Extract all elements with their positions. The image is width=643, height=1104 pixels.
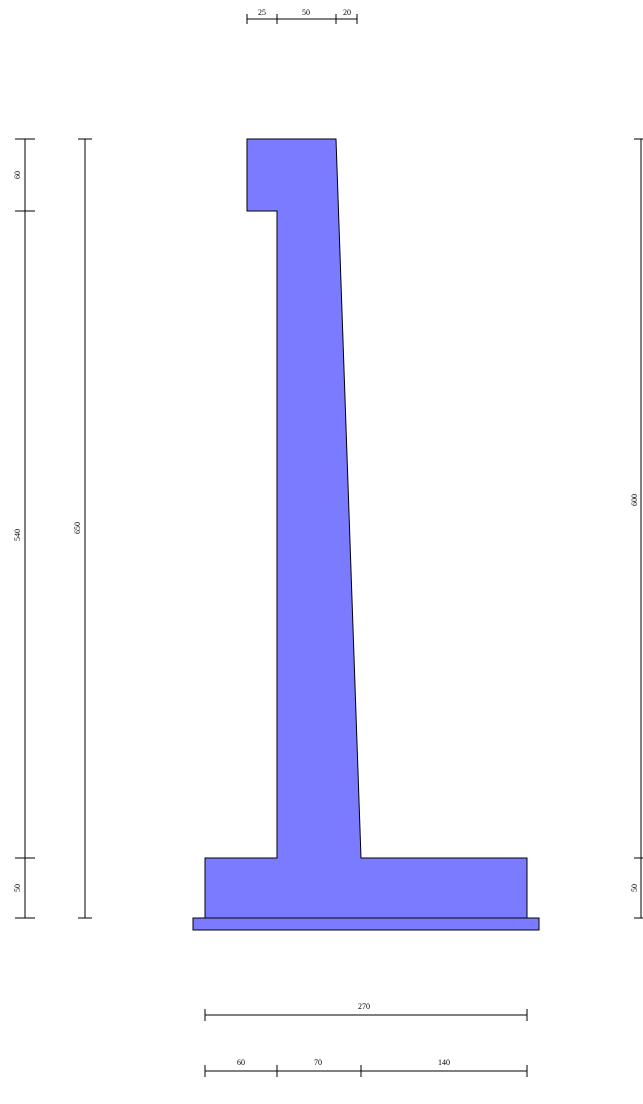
left-dimension-chain: 60 540 50	[13, 138, 35, 919]
bottom-total-dimension: 270	[204, 1002, 528, 1021]
dim-label-heel: 140	[438, 1058, 450, 1067]
dim-label-toe: 60	[237, 1058, 245, 1067]
dim-label-overall-height: 650	[73, 522, 82, 534]
dim-label-left-base-height: 50	[13, 884, 22, 892]
dim-label-right-base-height: 50	[630, 884, 639, 892]
dim-label-top-heel-cap: 20	[343, 8, 351, 17]
dim-label-stem-base: 70	[314, 1058, 322, 1067]
bottom-dimension-chain: 60 70 140	[204, 1058, 528, 1077]
dim-label-left-cap-height: 60	[13, 171, 22, 179]
retaining-wall	[192, 138, 540, 931]
right-dimension-chain: 600 50	[630, 138, 643, 919]
dim-label-top-stem: 50	[302, 8, 310, 17]
dim-label-top-toe-cap: 25	[258, 8, 266, 17]
wall-stem-and-base	[204, 138, 528, 919]
dim-label-left-stem-height: 540	[13, 529, 22, 541]
top-dimension-chain: 25 50 20	[246, 8, 358, 24]
dim-label-total-width: 270	[358, 1002, 370, 1011]
dim-label-right-stem-height: 600	[630, 494, 639, 506]
lean-concrete-layer	[192, 917, 540, 931]
left-overall-dimension: 650	[73, 138, 92, 919]
